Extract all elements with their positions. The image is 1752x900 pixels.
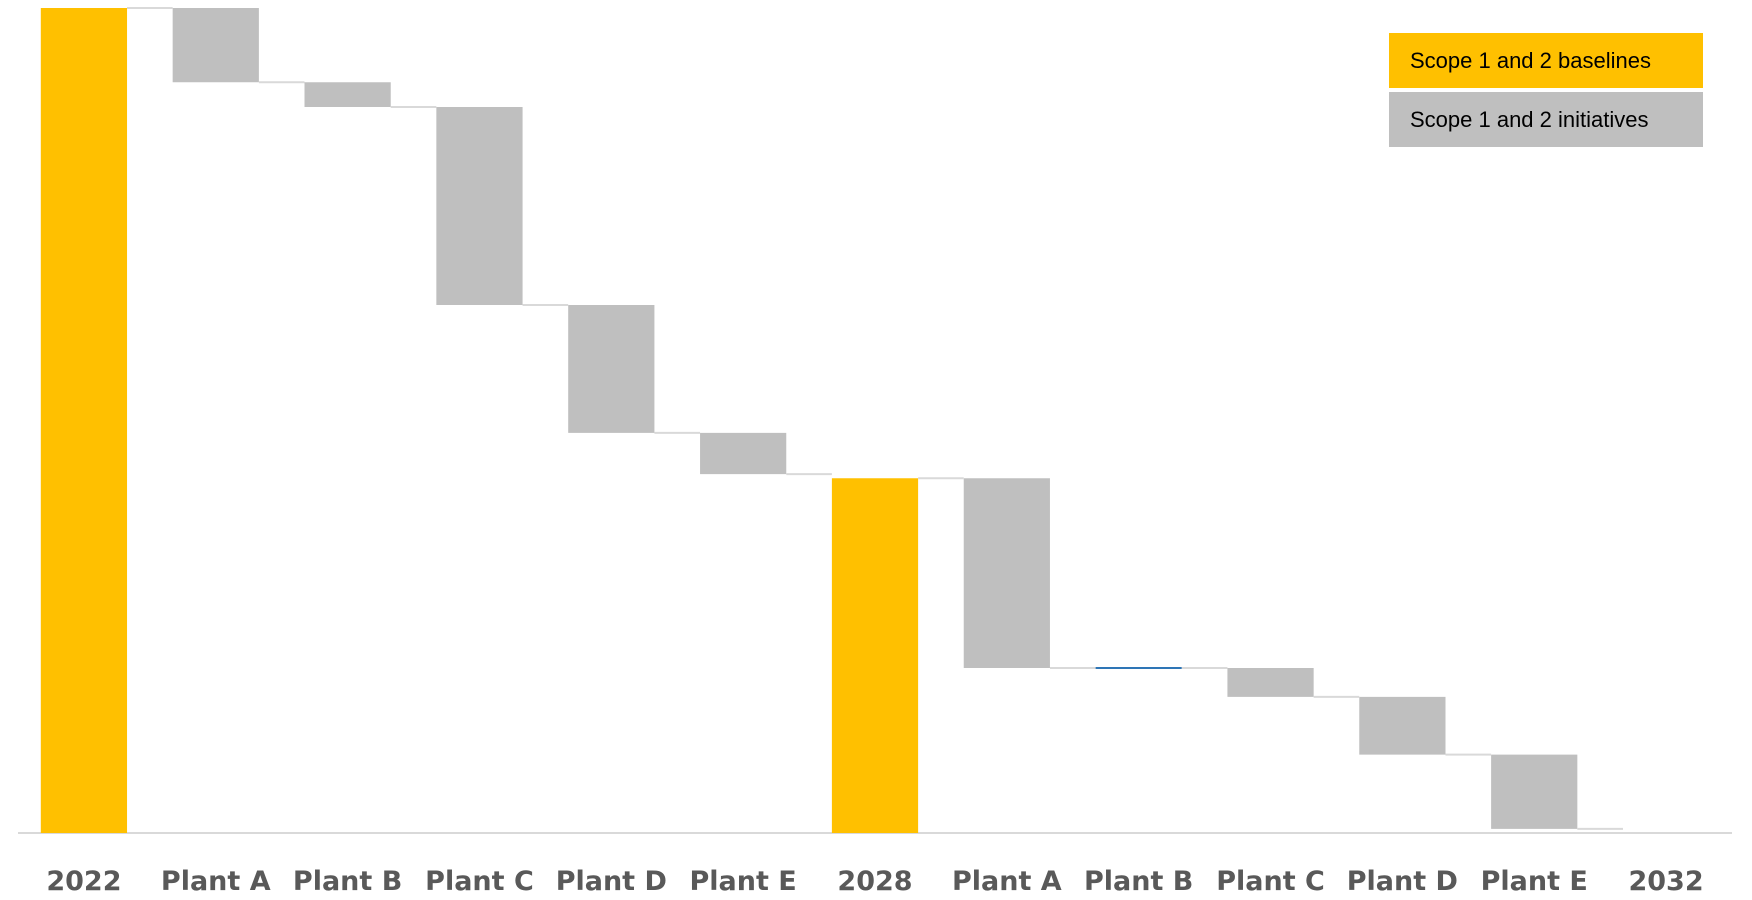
x-tick-label: Plant C xyxy=(425,866,534,897)
x-tick-label: Plant B xyxy=(1084,866,1193,897)
baseline-bar xyxy=(831,478,919,833)
initiative-bar xyxy=(963,478,1050,668)
x-tick-label: Plant E xyxy=(1481,866,1588,897)
initiative-bar xyxy=(304,82,391,107)
initiative-bar xyxy=(1491,754,1578,829)
baseline-bar xyxy=(40,8,128,833)
x-tick-label: Plant A xyxy=(952,866,1062,897)
x-tick-label: Plant A xyxy=(161,866,271,897)
x-tick-label: 2028 xyxy=(837,866,912,897)
initiative-bar xyxy=(1227,668,1314,697)
x-tick-label: Plant B xyxy=(293,866,402,897)
legend-item-initiatives: Scope 1 and 2 initiatives xyxy=(1389,92,1703,147)
initiative-bar xyxy=(1359,696,1446,755)
initiative-bar xyxy=(568,305,655,433)
initiative-bar xyxy=(700,432,787,475)
x-tick-label: 2032 xyxy=(1628,866,1703,897)
x-tick-label: Plant D xyxy=(556,866,667,897)
legend-item-baselines: Scope 1 and 2 baselines xyxy=(1389,33,1703,88)
legend-label-initiatives: Scope 1 and 2 initiatives xyxy=(1410,106,1649,132)
initiative-bar xyxy=(436,107,523,305)
x-tick-label: 2022 xyxy=(46,866,121,897)
x-tick-label: Plant C xyxy=(1216,866,1325,897)
legend: Scope 1 and 2 baselines Scope 1 and 2 in… xyxy=(1389,33,1703,151)
legend-label-baselines: Scope 1 and 2 baselines xyxy=(1410,47,1651,73)
initiative-bar xyxy=(172,8,259,83)
x-tick-label: Plant D xyxy=(1347,866,1458,897)
x-tick-label: Plant E xyxy=(690,866,797,897)
